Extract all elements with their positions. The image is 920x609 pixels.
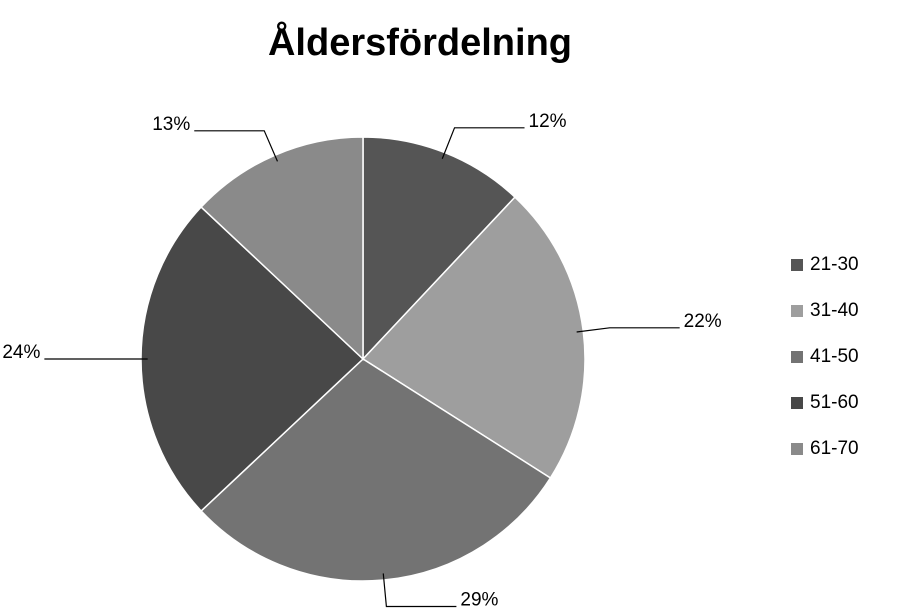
data-label: 29%: [460, 590, 498, 609]
data-label: 12%: [529, 111, 567, 132]
leader-line: [382, 573, 457, 608]
legend-label: 61-70: [810, 438, 859, 459]
legend-swatch: [791, 351, 803, 363]
data-label: 24%: [2, 342, 40, 363]
legend-swatch: [791, 443, 803, 455]
legend-swatch: [791, 397, 803, 409]
chart-title: Åldersfördelning: [268, 20, 572, 64]
legend-label: 31-40: [810, 300, 859, 321]
legend-swatch: [791, 259, 803, 271]
legend-label: 21-30: [810, 254, 859, 275]
legend-label: 41-50: [810, 346, 859, 367]
data-label: 22%: [684, 311, 722, 332]
leader-line: [194, 130, 279, 162]
data-label: 13%: [152, 114, 190, 135]
legend-label: 51-60: [810, 392, 859, 413]
leader-line: [576, 327, 680, 333]
leader-line: [441, 127, 525, 160]
legend-swatch: [791, 305, 803, 317]
